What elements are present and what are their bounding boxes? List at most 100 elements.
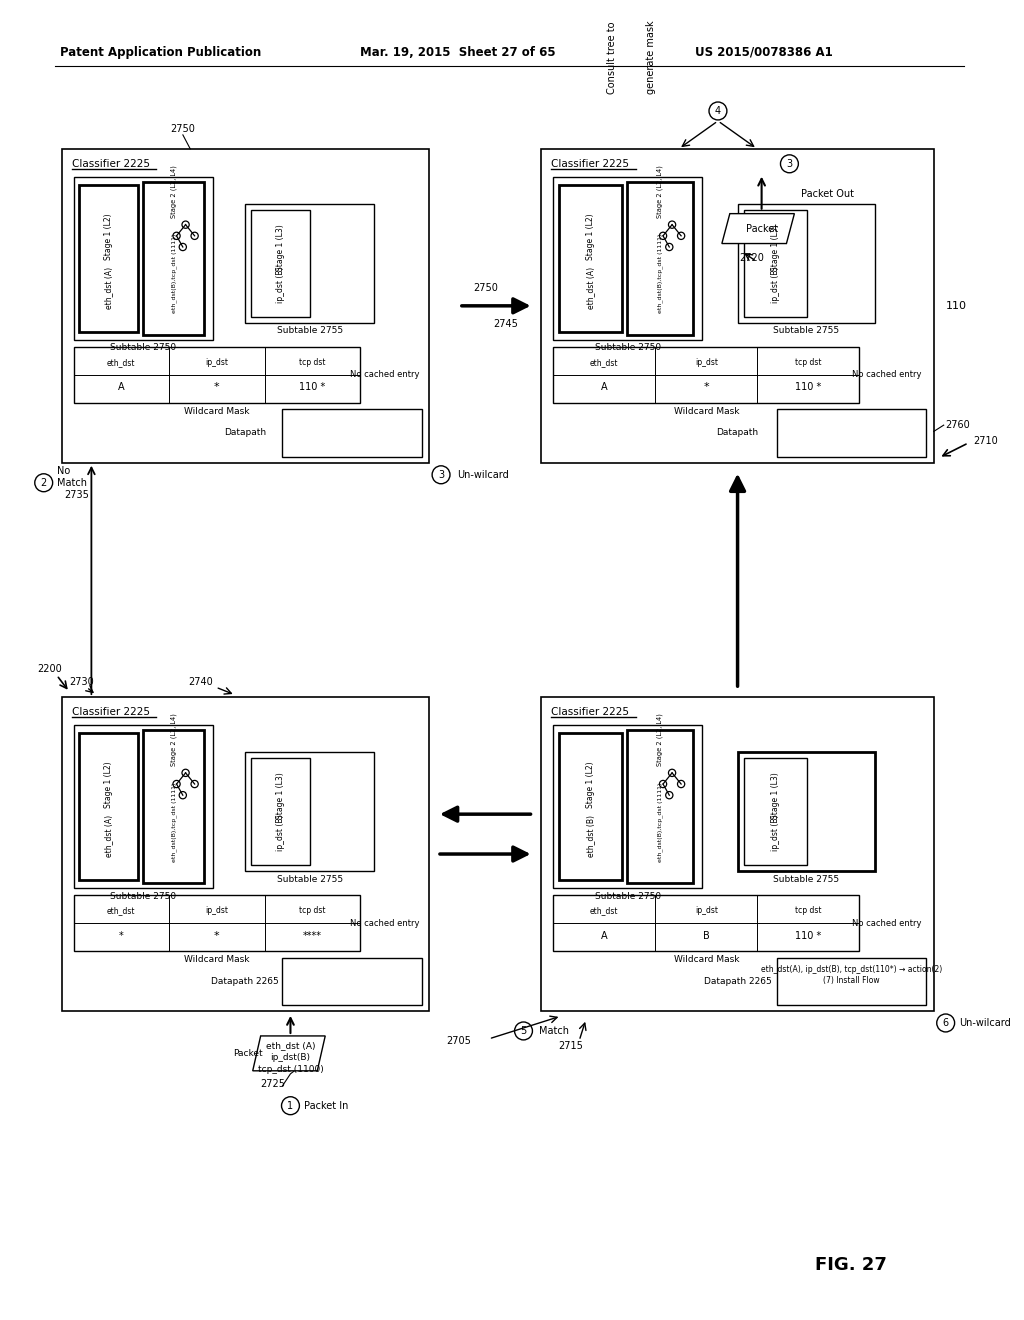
Text: A: A — [601, 383, 607, 392]
Text: Stage 2 (L2, L4): Stage 2 (L2, L4) — [170, 714, 177, 767]
Text: Wildcard Mask: Wildcard Mask — [184, 407, 250, 416]
Text: Subtable 2750: Subtable 2750 — [595, 343, 660, 352]
Text: ip_dst(B): ip_dst(B) — [270, 1053, 310, 1063]
Text: Subtable 2750: Subtable 2750 — [111, 343, 176, 352]
Text: Subtable 2755: Subtable 2755 — [276, 875, 343, 883]
Text: Stage 2 (L2, L4): Stage 2 (L2, L4) — [170, 165, 177, 218]
Text: 110: 110 — [946, 301, 967, 310]
Text: tcp dst: tcp dst — [299, 358, 326, 367]
Bar — [251, 758, 310, 865]
Text: 2710: 2710 — [974, 436, 998, 446]
Text: eth_dst: eth_dst — [590, 906, 618, 915]
Text: eth_dst (B): eth_dst (B) — [586, 814, 595, 857]
Text: No: No — [56, 466, 70, 475]
Text: No cached entry: No cached entry — [350, 371, 420, 379]
Text: Wildcard Mask: Wildcard Mask — [674, 954, 739, 964]
Text: Stage 1 (L3): Stage 1 (L3) — [771, 224, 779, 271]
Text: 2730: 2730 — [69, 677, 94, 688]
Text: 3: 3 — [438, 470, 444, 479]
Text: Stage 1 (L3): Stage 1 (L3) — [771, 772, 779, 818]
Bar — [143, 730, 204, 883]
Text: 2735: 2735 — [65, 490, 89, 500]
Polygon shape — [722, 214, 795, 243]
Bar — [777, 409, 926, 457]
Text: US 2015/0078386 A1: US 2015/0078386 A1 — [695, 46, 834, 58]
Text: Stage 1 (L2): Stage 1 (L2) — [586, 213, 595, 260]
Text: Wildcard Mask: Wildcard Mask — [184, 954, 250, 964]
Bar — [542, 697, 934, 1011]
Bar — [559, 733, 622, 880]
Text: Classifier 2225: Classifier 2225 — [551, 708, 630, 717]
Text: Datapath 2265: Datapath 2265 — [212, 977, 280, 986]
Text: Subtable 2750: Subtable 2750 — [595, 892, 660, 900]
Text: Subtable 2755: Subtable 2755 — [773, 326, 840, 335]
Text: ip_dst: ip_dst — [695, 906, 718, 915]
Text: 5: 5 — [520, 1026, 526, 1036]
Text: generate mask: generate mask — [646, 20, 656, 94]
Text: 2740: 2740 — [188, 677, 213, 688]
Text: No cached entry: No cached entry — [350, 919, 420, 928]
Text: Packet: Packet — [745, 223, 777, 234]
Text: Stage 2 (L2, L4): Stage 2 (L2, L4) — [657, 165, 664, 218]
Text: eth_dst(B),tcp_dst (1111): eth_dst(B),tcp_dst (1111) — [657, 783, 663, 862]
Text: ip_dst (B): ip_dst (B) — [771, 267, 779, 304]
Bar — [627, 730, 693, 883]
Text: Datapath 2265: Datapath 2265 — [703, 977, 771, 986]
Bar — [777, 957, 926, 1005]
Text: tcp dst: tcp dst — [795, 358, 821, 367]
Text: Stage 1 (L3): Stage 1 (L3) — [276, 772, 286, 818]
Text: 1: 1 — [288, 1101, 294, 1110]
Bar — [743, 758, 807, 865]
Text: Patent Application Publication: Patent Application Publication — [59, 46, 261, 58]
Text: Datapath: Datapath — [717, 429, 759, 437]
Text: 4: 4 — [715, 106, 721, 116]
Text: 2720: 2720 — [739, 253, 764, 264]
Text: Stage 1 (L2): Stage 1 (L2) — [586, 762, 595, 808]
Text: Un-wilcard: Un-wilcard — [959, 1018, 1012, 1028]
Text: No cached entry: No cached entry — [852, 919, 922, 928]
Text: eth_dst (A): eth_dst (A) — [104, 267, 114, 309]
Text: 2745: 2745 — [494, 318, 518, 329]
Text: Subtable 2755: Subtable 2755 — [773, 875, 840, 883]
Text: 2705: 2705 — [446, 1036, 471, 1045]
Text: ip_dst (B): ip_dst (B) — [276, 267, 286, 304]
Text: *: * — [703, 383, 710, 392]
Bar — [246, 203, 374, 323]
Bar — [74, 895, 360, 952]
Text: eth_dst(B),tcp_dst (1111): eth_dst(B),tcp_dst (1111) — [171, 234, 176, 313]
Bar — [559, 185, 622, 333]
Text: ip_dst: ip_dst — [695, 358, 718, 367]
Bar — [553, 177, 702, 341]
Text: Classifier 2225: Classifier 2225 — [72, 158, 150, 169]
Text: Consult tree to: Consult tree to — [607, 21, 617, 94]
Text: ip_dst: ip_dst — [206, 906, 228, 915]
Text: ip_dst (B): ip_dst (B) — [771, 814, 779, 851]
Text: eth_dst (A): eth_dst (A) — [265, 1041, 315, 1051]
Bar — [743, 210, 807, 317]
Text: 6: 6 — [943, 1018, 949, 1028]
Polygon shape — [253, 1036, 326, 1071]
Bar — [542, 149, 934, 463]
Bar — [553, 895, 859, 952]
Text: Subtable 2750: Subtable 2750 — [111, 892, 176, 900]
Text: eth_dst(B),tcp_dst (1111): eth_dst(B),tcp_dst (1111) — [171, 783, 176, 862]
Bar — [74, 725, 213, 888]
Text: eth_dst(B),tcp_dst (1111): eth_dst(B),tcp_dst (1111) — [657, 234, 663, 313]
Text: Packet Out: Packet Out — [802, 189, 854, 199]
Text: 2760: 2760 — [946, 420, 971, 430]
Bar — [553, 347, 859, 403]
Text: ip_dst (B): ip_dst (B) — [276, 814, 286, 851]
Bar — [251, 210, 310, 317]
Bar — [80, 185, 138, 333]
Bar — [737, 203, 874, 323]
Text: Classifier 2225: Classifier 2225 — [551, 158, 630, 169]
Bar — [61, 149, 429, 463]
Text: ip_dst: ip_dst — [206, 358, 228, 367]
Text: 110 *: 110 * — [299, 383, 326, 392]
Text: eth_dst (A): eth_dst (A) — [586, 267, 595, 309]
Text: 2750: 2750 — [170, 124, 196, 133]
Text: B: B — [702, 931, 710, 941]
Text: Stage 1 (L2): Stage 1 (L2) — [104, 762, 114, 808]
Text: Classifier 2225: Classifier 2225 — [72, 708, 150, 717]
Text: Datapath: Datapath — [224, 429, 266, 437]
